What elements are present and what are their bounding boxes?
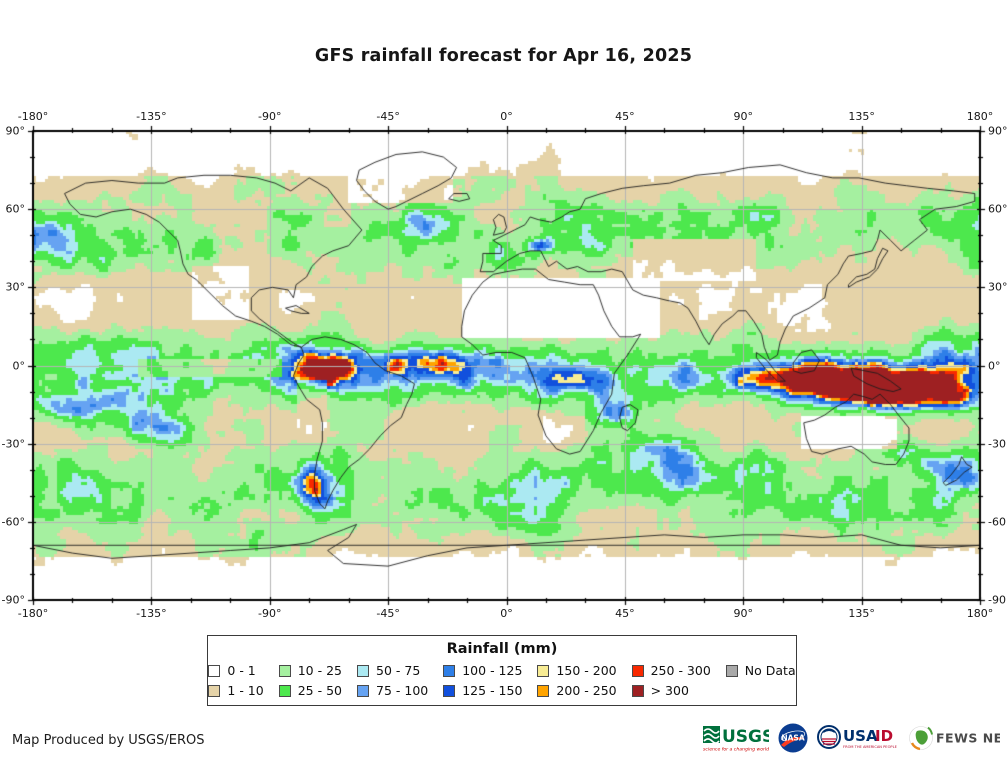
legend-swatch xyxy=(443,664,456,677)
legend-item: 25 - 50 xyxy=(278,682,342,699)
legend-swatch xyxy=(208,664,221,677)
legend-label: 75 - 100 xyxy=(376,683,429,698)
usaid-text-id: ID xyxy=(875,727,893,745)
legend-label: 0 - 1 xyxy=(227,663,256,678)
legend-swatch xyxy=(725,664,738,677)
usgs-logo-text: USGS xyxy=(722,727,769,747)
fewsnet-logo-text: FEWS NET xyxy=(936,731,1000,746)
nasa-logo-text: NASA xyxy=(781,734,804,743)
lon-tick-label-bottom: 0° xyxy=(500,607,513,620)
legend-item: 1 - 10 xyxy=(208,682,264,699)
legend-label: No Data xyxy=(744,663,796,678)
lon-tick-label-top: -135° xyxy=(136,110,167,123)
lon-tick-label-top: -90° xyxy=(258,110,282,123)
legend-label: 100 - 125 xyxy=(462,663,523,678)
lon-tick-label-bottom: -90° xyxy=(258,607,282,620)
lon-tick-label-bottom: 135° xyxy=(848,607,875,620)
legend-item: 150 - 200 xyxy=(537,662,617,679)
legend-item: > 300 xyxy=(631,682,711,699)
page-title: GFS rainfall forecast for Apr 16, 2025 xyxy=(314,46,693,66)
legend-item: 250 - 300 xyxy=(631,662,711,679)
fewsnet-africa xyxy=(915,730,928,745)
usgs-tagline: science for a changing world xyxy=(703,747,769,753)
legend-label: 200 - 250 xyxy=(556,683,617,698)
lat-tick-label-right: -60° xyxy=(988,515,1007,529)
usaid-text-usa: USA xyxy=(843,727,878,745)
lon-tick-label-top: 0° xyxy=(500,110,513,123)
legend-swatch xyxy=(208,684,221,697)
nasa-swoosh xyxy=(781,737,805,747)
fewsnet-orange-arc xyxy=(910,742,921,751)
lon-tick-label-top: 180° xyxy=(966,110,994,123)
usgs-logo: USGS science for a changing world xyxy=(703,726,769,753)
legend-swatch xyxy=(278,664,291,677)
legend-grid: 0 - 1 1 - 10 10 - 25 25 - 50 50 - 75 75 - 100… xyxy=(208,662,796,699)
logo-bar: USGS science for a changing world NASA U… xyxy=(703,721,1000,755)
legend-item: 10 - 25 xyxy=(278,662,342,679)
lon-tick-label-top: -45° xyxy=(376,110,400,123)
legend-label: 250 - 300 xyxy=(650,663,711,678)
legend-swatch xyxy=(631,664,644,677)
world-rainfall-map xyxy=(20,118,993,614)
lat-tick-label-left: -90° xyxy=(1,593,25,607)
lat-tick-label-right: 60° xyxy=(988,202,1007,216)
usgs-wave-lines xyxy=(703,728,720,744)
lat-tick-label-right: 90° xyxy=(988,124,1007,138)
lat-tick-label-left: -30° xyxy=(1,437,25,451)
legend-label: > 300 xyxy=(650,683,689,698)
lat-tick-label-left: 0° xyxy=(12,359,26,372)
legend-item: 100 - 125 xyxy=(443,662,522,679)
lon-tick-label-bottom: 180° xyxy=(966,607,994,620)
legend-swatch xyxy=(537,684,550,697)
legend-swatch xyxy=(443,684,456,697)
lon-tick-label-top: 135° xyxy=(848,110,875,123)
legend-swatch xyxy=(537,664,550,677)
lat-tick-label-right: 30° xyxy=(988,280,1007,294)
legend-item: 0 - 1 xyxy=(208,662,263,679)
lon-tick-label-bottom: 90° xyxy=(733,607,754,620)
fewsnet-green-arc xyxy=(927,726,933,735)
usaid-tagline: FROM THE AMERICAN PEOPLE xyxy=(843,745,898,749)
usaid-stripes xyxy=(822,738,836,745)
usaid-logo: USA ID FROM THE AMERICAN PEOPLE xyxy=(817,725,898,749)
lat-tick-label-left: 60° xyxy=(5,202,26,216)
lon-tick-label-bottom: 45° xyxy=(615,607,635,620)
legend-label: 150 - 200 xyxy=(556,663,617,678)
lon-tick-label-top: 45° xyxy=(615,110,635,123)
usaid-hands xyxy=(822,729,836,733)
legend-item: 50 - 75 xyxy=(357,662,428,679)
legend-swatch xyxy=(357,684,369,697)
legend-label: 25 - 50 xyxy=(297,683,342,698)
legend-item: 75 - 100 xyxy=(357,682,428,699)
legend-label: 1 - 10 xyxy=(227,683,264,698)
fewsnet-logo: FEWS NET xyxy=(909,726,1000,751)
legend-label: 10 - 25 xyxy=(297,663,342,678)
legend-swatch xyxy=(357,664,369,677)
lon-tick-label-top: -180° xyxy=(17,110,49,123)
legend-item: 125 - 150 xyxy=(443,682,522,699)
lon-tick-label-bottom: -135° xyxy=(136,607,167,620)
legend-label: 50 - 75 xyxy=(376,663,421,678)
lat-tick-label-right: -90° xyxy=(988,593,1007,607)
nasa-logo: NASA xyxy=(778,723,808,753)
lon-tick-label-bottom: -180° xyxy=(17,607,49,620)
legend-swatch xyxy=(631,684,644,697)
lat-tick-label-left: 90° xyxy=(5,124,26,138)
legend-swatch xyxy=(278,684,291,697)
lon-tick-label-bottom: -45° xyxy=(376,607,400,620)
lat-tick-label-right: -30° xyxy=(988,437,1007,451)
lon-tick-label-top: 90° xyxy=(733,110,754,123)
legend-item: 200 - 250 xyxy=(537,682,617,699)
legend-title: Rainfall (mm) xyxy=(446,641,558,657)
legend-label: 125 - 150 xyxy=(462,683,523,698)
legend: Rainfall (mm) 0 - 1 1 - 10 10 - 25 25 - 50 5… xyxy=(207,635,797,706)
map-credit: Map Produced by USGS/EROS xyxy=(12,733,205,748)
lat-tick-label-left: -60° xyxy=(1,515,25,529)
lat-tick-label-right: 0° xyxy=(988,359,1001,372)
legend-item: No Data xyxy=(725,662,796,679)
lat-tick-label-left: 30° xyxy=(5,280,26,294)
